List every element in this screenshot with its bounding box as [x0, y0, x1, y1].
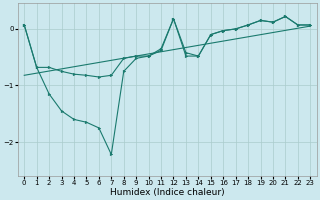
- X-axis label: Humidex (Indice chaleur): Humidex (Indice chaleur): [110, 188, 225, 197]
